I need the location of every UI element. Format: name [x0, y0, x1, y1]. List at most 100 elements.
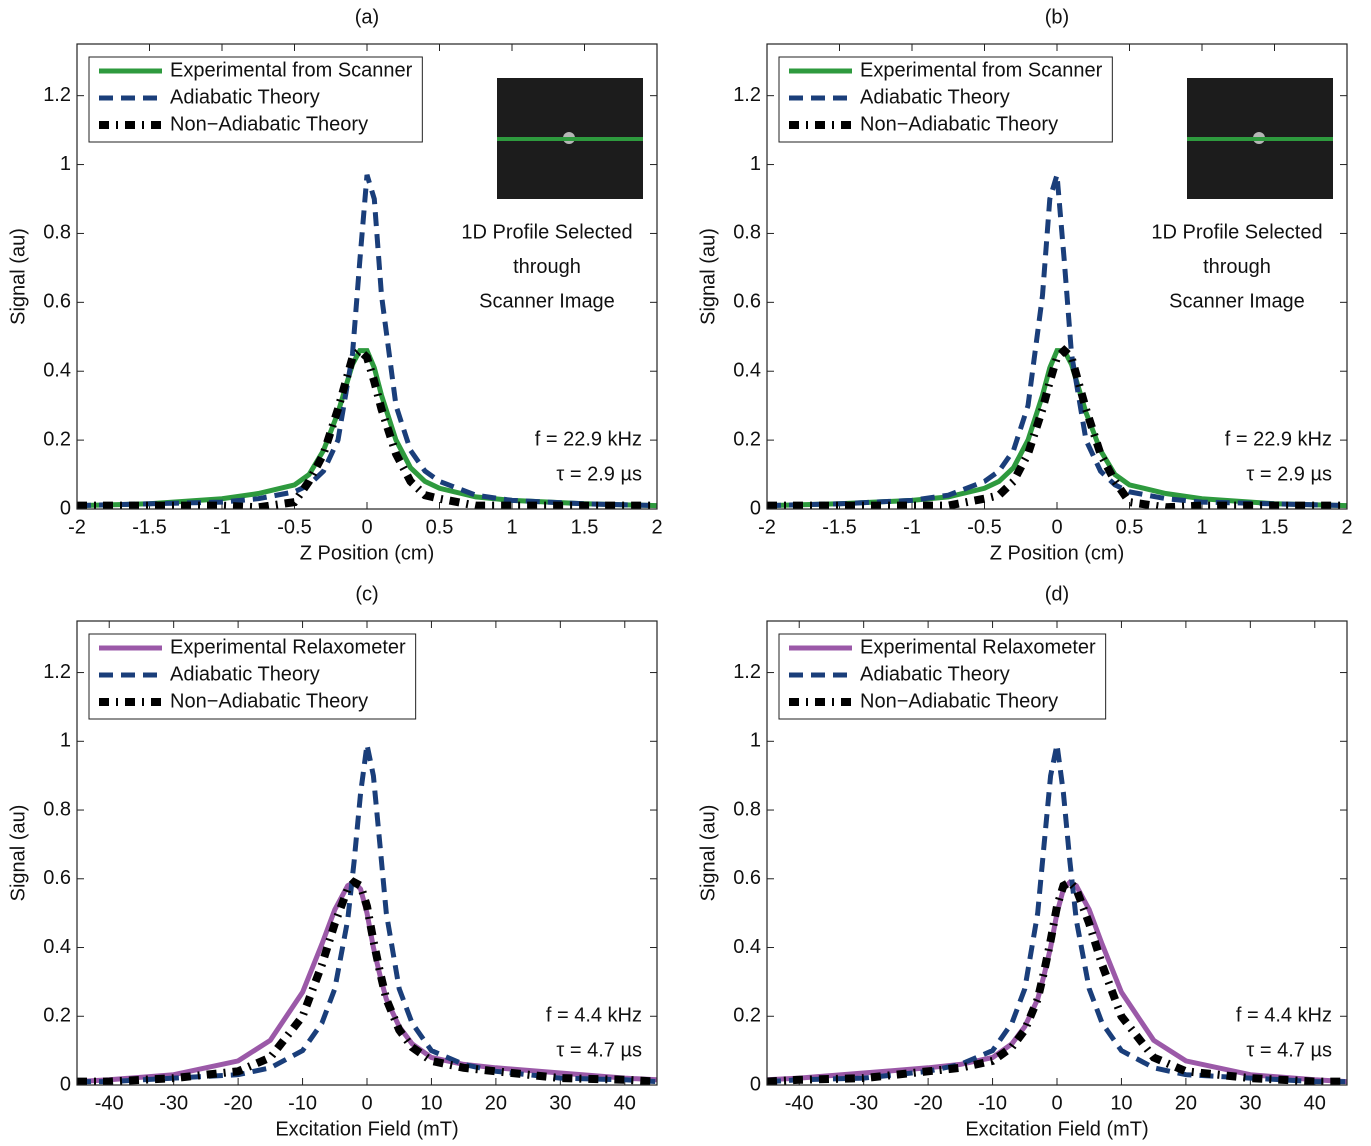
- x-tick-label: 10: [1110, 1092, 1132, 1114]
- x-tick-label: -2: [68, 516, 86, 538]
- y-axis-label: Signal (au): [697, 228, 719, 325]
- x-tick-label: -1: [213, 516, 231, 538]
- series-line: [77, 877, 657, 1085]
- legend: Experimental from Scanner Adiabatic Theor…: [778, 56, 1113, 143]
- y-tick-label: 0: [60, 497, 71, 519]
- x-tick-label: 0: [1051, 1092, 1062, 1114]
- y-tick-label: 0.6: [733, 867, 761, 889]
- x-tick-label: 0: [1051, 516, 1062, 538]
- y-tick-label: 1: [750, 153, 761, 175]
- y-tick-label: 0.2: [733, 428, 761, 450]
- annotation: τ = 2.9 µs: [556, 463, 642, 485]
- x-tick-label: 1: [506, 516, 517, 538]
- y-tick-label: 0.4: [43, 936, 71, 958]
- legend-label: Experimental from Scanner: [860, 59, 1103, 81]
- annotation: f = 22.9 kHz: [535, 428, 642, 450]
- x-tick-label: -0.5: [277, 516, 311, 538]
- axes-frame: [76, 43, 658, 510]
- x-tick-label: -10: [978, 1092, 1007, 1114]
- x-tick-label: -1: [903, 516, 921, 538]
- x-tick-label: 0: [361, 516, 372, 538]
- legend-label: Adiabatic Theory: [170, 663, 320, 685]
- legend-label: Experimental Relaxometer: [170, 636, 406, 658]
- legend-label: Adiabatic Theory: [170, 86, 320, 108]
- x-tick-label: 40: [614, 1092, 636, 1114]
- x-tick-label: 30: [549, 1092, 571, 1114]
- y-tick-label: 1.2: [43, 661, 71, 683]
- legend-label: Non−Adiabatic Theory: [170, 690, 368, 712]
- x-tick-label: 10: [420, 1092, 442, 1114]
- series-line: [767, 877, 1347, 1085]
- y-tick-label: 0: [750, 497, 761, 519]
- y-tick-label: 0.8: [43, 798, 71, 820]
- x-axis-label: Z Position (cm): [300, 542, 434, 564]
- inset-note: through: [1203, 256, 1271, 278]
- axes-frame: [766, 620, 1348, 1086]
- y-tick-label: 0: [750, 1073, 761, 1095]
- subplot-title: (c): [355, 583, 378, 605]
- x-tick-label: 30: [1239, 1092, 1261, 1114]
- y-tick-label: 0.8: [733, 798, 761, 820]
- subplot-title: (a): [355, 6, 379, 28]
- x-tick-label: 0: [361, 1092, 372, 1114]
- subplot-title: (b): [1045, 6, 1069, 28]
- series-group: [77, 744, 657, 1085]
- series-line: [767, 174, 1347, 509]
- inset-note: Scanner Image: [1169, 290, 1305, 312]
- x-tick-label: 1: [1196, 516, 1207, 538]
- y-tick-label: 0.4: [43, 360, 71, 382]
- y-tick-label: 0.8: [43, 222, 71, 244]
- y-tick-label: 0.2: [733, 1005, 761, 1027]
- legend: Experimental Relaxometer Adiabatic Theory…: [88, 633, 417, 720]
- series-line: [77, 345, 657, 509]
- annotation: f = 4.4 kHz: [546, 1004, 642, 1026]
- y-tick-label: 0.6: [733, 291, 761, 313]
- legend-label: Non−Adiabatic Theory: [860, 690, 1058, 712]
- y-axis-label: Signal (au): [697, 805, 719, 902]
- y-axis-label: Signal (au): [7, 805, 29, 902]
- inset-note: Scanner Image: [479, 290, 615, 312]
- subplot: (d) Excitation Field (mT) Signal (au) -40 -3…: [697, 583, 1348, 1140]
- y-tick-label: 1.2: [733, 661, 761, 683]
- x-axis-label: Excitation Field (mT): [965, 1118, 1148, 1140]
- inset-note: through: [513, 256, 581, 278]
- inset-note: 1D Profile Selected: [1151, 221, 1322, 243]
- legend-label: Experimental from Scanner: [170, 59, 413, 81]
- y-tick-label: 1.2: [43, 84, 71, 106]
- legend-label: Non−Adiabatic Theory: [170, 113, 368, 135]
- legend-label: Non−Adiabatic Theory: [860, 113, 1058, 135]
- series-line: [77, 348, 657, 509]
- series-line: [767, 348, 1347, 509]
- inset-note: 1D Profile Selected: [461, 221, 632, 243]
- y-tick-label: 1: [60, 153, 71, 175]
- x-tick-label: 40: [1304, 1092, 1326, 1114]
- x-tick-label: -20: [914, 1092, 943, 1114]
- x-tick-label: 0.5: [426, 516, 454, 538]
- legend-label: Adiabatic Theory: [860, 86, 1010, 108]
- x-tick-label: 20: [485, 1092, 507, 1114]
- x-tick-label: 20: [1175, 1092, 1197, 1114]
- annotation: τ = 4.7 µs: [556, 1039, 642, 1061]
- axes-frame: [766, 43, 1348, 510]
- x-tick-label: -2: [758, 516, 776, 538]
- series-group: [767, 174, 1347, 509]
- y-tick-label: 0.6: [43, 291, 71, 313]
- x-tick-label: -30: [159, 1092, 188, 1114]
- x-tick-label: -1.5: [132, 516, 166, 538]
- series-group: [77, 174, 657, 509]
- legend: Experimental Relaxometer Adiabatic Theory…: [778, 633, 1107, 720]
- subplot-title: (d): [1045, 583, 1069, 605]
- y-tick-label: 0: [60, 1073, 71, 1095]
- legend-label: Experimental Relaxometer: [860, 636, 1096, 658]
- annotation: τ = 2.9 µs: [1246, 463, 1332, 485]
- y-tick-label: 1: [750, 730, 761, 752]
- x-tick-label: 2: [651, 516, 662, 538]
- x-tick-label: 0.5: [1116, 516, 1144, 538]
- y-tick-label: 0.2: [43, 1005, 71, 1027]
- x-axis-label: Z Position (cm): [990, 542, 1124, 564]
- series-line: [77, 744, 657, 1085]
- axes-frame: [76, 620, 658, 1086]
- subplot: (b) Z Position (cm) Signal (au) -2 -1.5 -1 -0.…: [697, 6, 1352, 564]
- x-tick-label: -30: [849, 1092, 878, 1114]
